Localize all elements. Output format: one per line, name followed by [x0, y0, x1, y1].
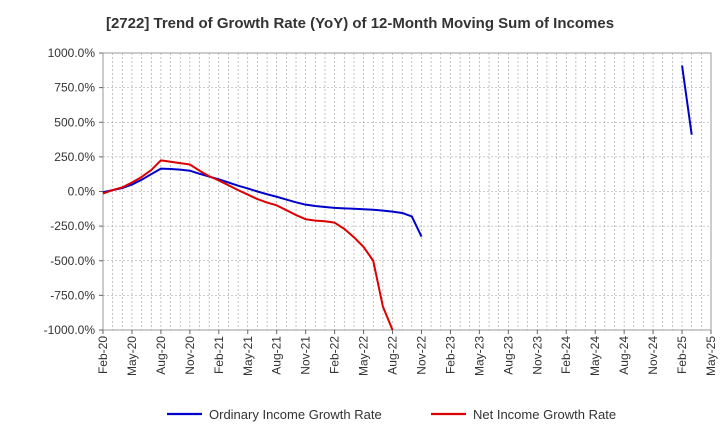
y-axis-ticks: 1000.0% 750.0% 500.0% 250.0% 0.0% -250.0% -500… [44, 46, 103, 337]
legend-label-net-income: Net Income Growth Rate [473, 407, 616, 422]
legend-label-ordinary-income: Ordinary Income Growth Rate [209, 407, 382, 422]
x-tick-label: May-21 [241, 336, 255, 376]
x-tick-label: Aug-23 [501, 336, 515, 375]
x-tick-label: Nov-23 [530, 336, 544, 375]
x-tick-label: Nov-24 [646, 336, 660, 375]
legend: Ordinary Income Growth Rate Net Income G… [167, 407, 616, 422]
x-tick-label: May-20 [125, 336, 139, 376]
grid-lines [103, 53, 711, 330]
chart-title: [2722] Trend of Growth Rate (YoY) of 12-… [105, 15, 615, 32]
y-tick-label: 0.0% [68, 185, 96, 199]
x-tick-label: Feb-23 [443, 336, 457, 374]
x-tick-label: Feb-22 [328, 336, 342, 374]
x-tick-label: Aug-20 [154, 336, 168, 375]
x-tick-label: May-23 [472, 336, 486, 376]
y-tick-label: -1000.0% [44, 323, 96, 337]
x-axis-ticks: Feb-20 May-20 Aug-20 Nov-20 Feb-21 May-21 Aug-… [96, 330, 718, 376]
y-tick-label: 1000.0% [48, 46, 96, 60]
x-tick-label: Feb-20 [96, 336, 110, 374]
x-tick-label: Aug-24 [617, 336, 631, 375]
y-tick-label: 750.0% [54, 81, 95, 95]
y-tick-label: -750.0% [50, 288, 95, 302]
x-tick-label: May-25 [704, 336, 718, 376]
x-tick-label: Feb-25 [675, 336, 689, 374]
y-tick-label: 500.0% [54, 115, 95, 129]
y-tick-label: -500.0% [50, 254, 95, 268]
series-line-1 [102, 159, 394, 331]
y-tick-label: -250.0% [50, 219, 95, 233]
x-tick-label: May-22 [357, 336, 371, 376]
x-tick-label: Feb-21 [212, 336, 226, 374]
x-tick-label: Aug-21 [270, 336, 284, 375]
x-tick-label: May-24 [588, 336, 602, 376]
x-tick-label: Nov-20 [183, 336, 197, 375]
x-tick-label: Feb-24 [559, 336, 573, 374]
x-tick-label: Nov-22 [414, 336, 428, 375]
series-line-0 [681, 65, 693, 135]
x-tick-label: Aug-22 [386, 336, 400, 375]
x-tick-label: Nov-21 [299, 336, 313, 375]
series-lines [102, 65, 693, 331]
series-line-0 [102, 167, 423, 237]
y-tick-label: 250.0% [54, 150, 95, 164]
